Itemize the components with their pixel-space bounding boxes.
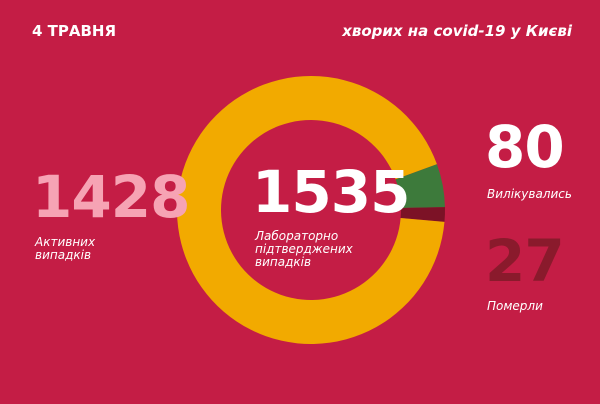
title: хворих на covid-19 у Києві: [342, 22, 572, 40]
dead-label: Померли: [487, 299, 543, 313]
active-label: Активних випадків: [35, 235, 96, 263]
donut-segment: [177, 75, 445, 344]
donut-segment: [400, 207, 445, 222]
date: 4 ТРАВНЯ: [32, 22, 117, 40]
dead-value: 27: [485, 227, 565, 295]
donut-segment: [395, 164, 445, 209]
total-label: Лабораторно підтверджених випадків: [255, 229, 353, 270]
recovered-label: Вилікувались: [487, 187, 572, 201]
recovered-value: 80: [485, 113, 565, 181]
total-value: 1535: [252, 158, 410, 226]
active-value: 1428: [32, 163, 190, 231]
